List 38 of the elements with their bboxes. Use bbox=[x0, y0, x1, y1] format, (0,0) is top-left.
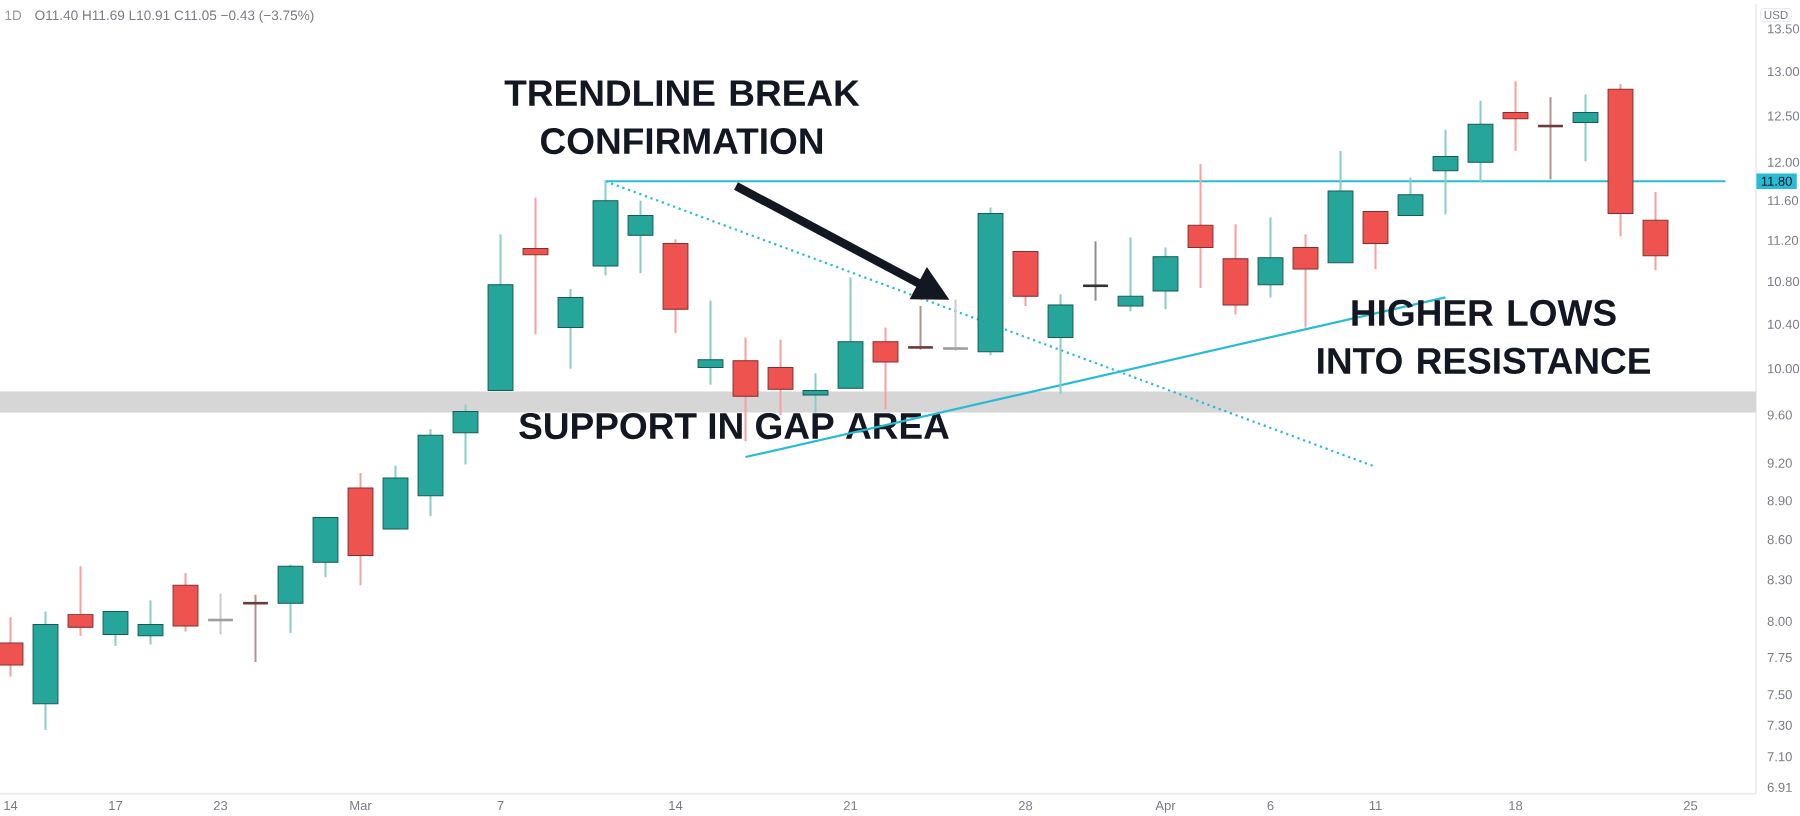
candlestick bbox=[522, 196, 549, 336]
candlestick bbox=[102, 610, 129, 647]
candlestick bbox=[172, 571, 199, 633]
candlestick bbox=[1187, 163, 1214, 289]
candlestick bbox=[1536, 96, 1565, 181]
candlestick bbox=[1012, 250, 1039, 307]
candlestick bbox=[1081, 240, 1110, 302]
candlestick bbox=[277, 563, 304, 634]
candlestick bbox=[697, 299, 724, 386]
candlestick bbox=[1117, 236, 1144, 313]
candlestick bbox=[452, 403, 479, 466]
candlestick bbox=[1432, 128, 1459, 216]
candlestick bbox=[767, 338, 794, 416]
candlestick bbox=[1467, 99, 1494, 184]
candlestick bbox=[1397, 176, 1424, 217]
candlestick bbox=[1222, 223, 1249, 316]
candlestick bbox=[241, 593, 270, 663]
candlestick bbox=[941, 298, 970, 352]
candlestick bbox=[1257, 216, 1284, 299]
candlestick bbox=[1362, 210, 1389, 271]
candlestick bbox=[1292, 233, 1319, 329]
candlestick bbox=[1047, 293, 1074, 395]
candlestick bbox=[0, 616, 24, 678]
candlestick bbox=[802, 372, 829, 414]
candlestick bbox=[1572, 93, 1599, 163]
candlestick bbox=[627, 199, 654, 275]
annotation: TRENDLINE BREAK CONFIRMATION bbox=[504, 80, 860, 155]
candlestick bbox=[906, 304, 935, 351]
candlestick bbox=[872, 326, 899, 411]
candlestick bbox=[557, 287, 584, 370]
candlestick bbox=[1642, 190, 1669, 272]
candlestick bbox=[837, 276, 864, 390]
candlestick bbox=[137, 599, 164, 646]
candlestick bbox=[1152, 246, 1179, 311]
candlestick bbox=[1502, 80, 1529, 152]
candlestick bbox=[312, 516, 339, 579]
candlestick bbox=[67, 565, 94, 637]
candlestick bbox=[206, 592, 235, 636]
